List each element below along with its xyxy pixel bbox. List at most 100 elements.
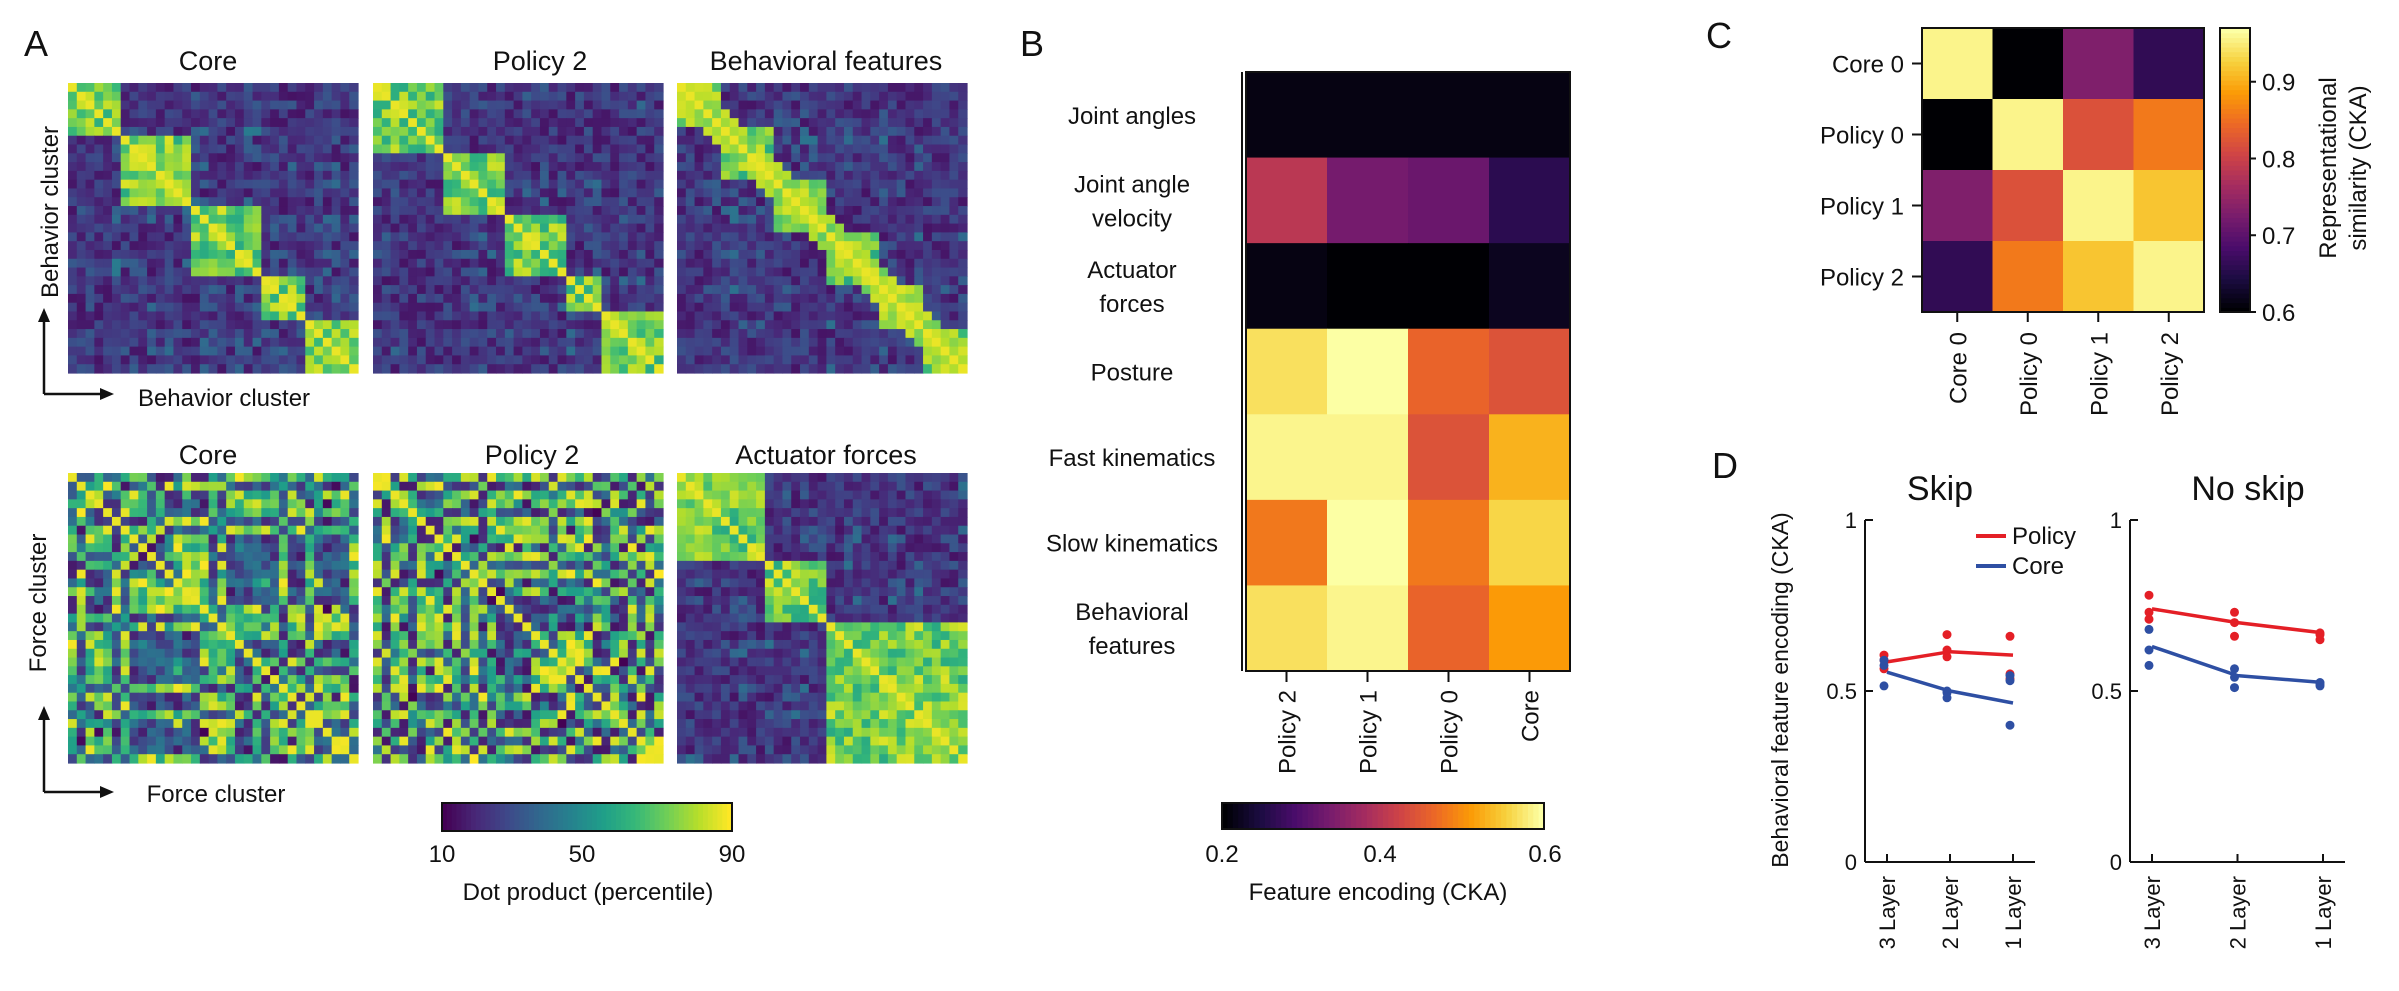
heatmap-cell	[557, 276, 567, 286]
heatmap-cell	[592, 508, 603, 518]
heatmap-cell	[720, 241, 731, 251]
heatmap-cell	[566, 490, 576, 500]
heatmap-cell	[349, 214, 359, 225]
heatmap-cell	[949, 214, 959, 225]
heatmap-cell	[182, 692, 192, 703]
heatmap-cell	[496, 258, 506, 269]
heatmap-cell	[654, 596, 664, 606]
heatmap-cell	[522, 534, 532, 544]
heatmap-cell	[513, 83, 523, 93]
heatmap-cell	[619, 170, 629, 181]
heatmap-cell	[296, 516, 306, 527]
heatmap-cell	[234, 364, 245, 374]
heatmap-cell	[390, 162, 400, 172]
heatmap-cell	[191, 241, 201, 251]
heatmap-cell	[557, 223, 567, 233]
heatmap-cell	[138, 543, 148, 553]
heatmap-cell	[340, 499, 350, 509]
heatmap-cell	[234, 135, 245, 146]
heatmap-cell	[469, 543, 480, 553]
heatmap-cell	[931, 223, 942, 233]
heatmap-cell	[68, 745, 78, 755]
heatmap-cell	[191, 719, 201, 729]
heatmap-cell	[147, 508, 157, 518]
heatmap-cell	[496, 109, 506, 119]
heatmap-cell	[252, 337, 262, 348]
heatmap-cell	[826, 109, 836, 119]
heatmap-cell	[434, 364, 444, 374]
heatmap-cell	[729, 232, 740, 242]
heatmap-cell	[583, 596, 594, 606]
heatmap-cell	[278, 745, 289, 755]
heatmap-cell	[208, 355, 218, 365]
heatmap-cell	[226, 91, 236, 102]
heatmap-cell	[566, 100, 576, 110]
heatmap-cell	[278, 508, 289, 518]
heatmap-cell	[694, 285, 704, 295]
heatmap-cell	[103, 710, 113, 720]
heatmap-cell	[234, 473, 245, 483]
heatmap-cell	[340, 604, 350, 615]
heatmap-cell	[531, 197, 541, 207]
heatmap-cell	[182, 639, 192, 650]
heatmap-cell	[147, 639, 157, 650]
heatmap-cell	[217, 320, 227, 330]
heatmap-cell	[645, 100, 655, 110]
heatmap-cell	[381, 258, 392, 269]
heatmap-cell	[182, 311, 192, 321]
heatmap-cell	[914, 346, 924, 357]
heatmap-cell	[408, 490, 418, 500]
heatmap-cell	[627, 206, 638, 216]
heatmap-cell	[296, 639, 306, 650]
heatmap-cell	[729, 170, 740, 181]
heatmap-cell	[390, 144, 400, 154]
heatmap-cell	[76, 683, 87, 694]
heatmap-cell	[905, 346, 915, 357]
heatmap-cell	[252, 596, 262, 606]
heatmap-cell	[199, 692, 210, 703]
heatmap-cell	[147, 355, 157, 365]
heatmap-cell	[504, 525, 515, 536]
heatmap-cell	[619, 197, 629, 207]
heatmap-cell	[331, 481, 342, 492]
heatmap-cell	[261, 657, 271, 667]
heatmap-cell	[85, 675, 95, 685]
heatmap-cell	[575, 543, 585, 553]
heatmap-cell	[720, 364, 731, 374]
heatmap-cell	[808, 197, 819, 207]
heatmap-cell	[548, 596, 559, 606]
heatmap-cell	[504, 569, 515, 580]
heatmap-cell	[773, 179, 784, 190]
heatmap-cell	[296, 666, 306, 676]
heatmap-cell	[504, 162, 515, 172]
heatmap-cell	[287, 197, 298, 207]
heatmap-cell	[138, 109, 148, 119]
heatmap-cell	[85, 241, 95, 251]
heatmap-cell	[331, 710, 342, 720]
heatmap-cell	[408, 162, 418, 172]
heatmap-cell	[496, 118, 506, 128]
heatmap-cell	[478, 569, 488, 580]
heatmap-cell	[199, 258, 210, 269]
heatmap-cell	[164, 329, 175, 339]
heatmap-cell	[234, 666, 245, 676]
heatmap-cell	[575, 179, 585, 190]
heatmap-cell	[155, 223, 166, 233]
heatmap-cell	[182, 293, 192, 304]
heatmap-cell	[191, 569, 201, 580]
heatmap-cell	[103, 508, 113, 518]
heatmap-cell	[349, 179, 359, 190]
heatmap-cell	[111, 490, 122, 500]
heatmap-cell	[460, 153, 471, 163]
heatmap-cell	[654, 543, 664, 553]
heatmap-cell	[747, 293, 757, 304]
heatmap-cell	[278, 179, 289, 190]
heatmap-cell	[694, 355, 704, 365]
heatmap-cell	[390, 543, 400, 553]
heatmap-cell	[443, 364, 453, 374]
heatmap-cell	[870, 267, 880, 277]
heatmap-cell	[496, 197, 506, 207]
heatmap-cell	[539, 311, 550, 321]
heatmap-cell	[287, 560, 298, 571]
heatmap-cell	[261, 675, 271, 685]
